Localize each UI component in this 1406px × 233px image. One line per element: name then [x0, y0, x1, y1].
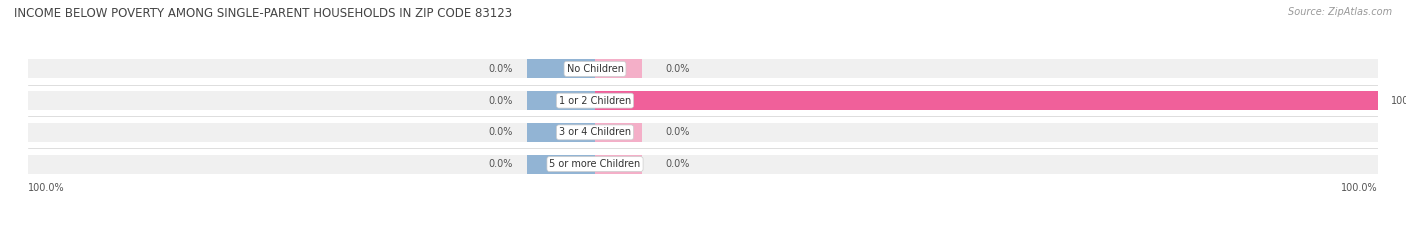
- Text: 1 or 2 Children: 1 or 2 Children: [560, 96, 631, 106]
- Text: 3 or 4 Children: 3 or 4 Children: [560, 127, 631, 137]
- Bar: [527, 154, 595, 174]
- Bar: [28, 123, 1378, 142]
- Text: 100.0%: 100.0%: [1392, 96, 1406, 106]
- Text: 0.0%: 0.0%: [488, 96, 513, 106]
- Text: INCOME BELOW POVERTY AMONG SINGLE-PARENT HOUSEHOLDS IN ZIP CODE 83123: INCOME BELOW POVERTY AMONG SINGLE-PARENT…: [14, 7, 512, 20]
- Bar: [28, 59, 1378, 79]
- Text: Source: ZipAtlas.com: Source: ZipAtlas.com: [1288, 7, 1392, 17]
- Text: 0.0%: 0.0%: [665, 159, 690, 169]
- Text: 0.0%: 0.0%: [488, 159, 513, 169]
- Text: 0.0%: 0.0%: [665, 64, 690, 74]
- Text: No Children: No Children: [567, 64, 623, 74]
- Bar: [595, 91, 1378, 110]
- Text: 0.0%: 0.0%: [488, 64, 513, 74]
- Bar: [527, 123, 595, 142]
- Text: 100.0%: 100.0%: [1341, 183, 1378, 193]
- Bar: [527, 91, 595, 110]
- Text: 5 or more Children: 5 or more Children: [550, 159, 641, 169]
- Text: 0.0%: 0.0%: [488, 127, 513, 137]
- Bar: [595, 59, 643, 79]
- Bar: [28, 154, 1378, 174]
- Bar: [595, 154, 643, 174]
- Text: 0.0%: 0.0%: [665, 127, 690, 137]
- Text: 100.0%: 100.0%: [28, 183, 65, 193]
- Bar: [595, 123, 643, 142]
- Bar: [527, 59, 595, 79]
- Bar: [28, 91, 1378, 110]
